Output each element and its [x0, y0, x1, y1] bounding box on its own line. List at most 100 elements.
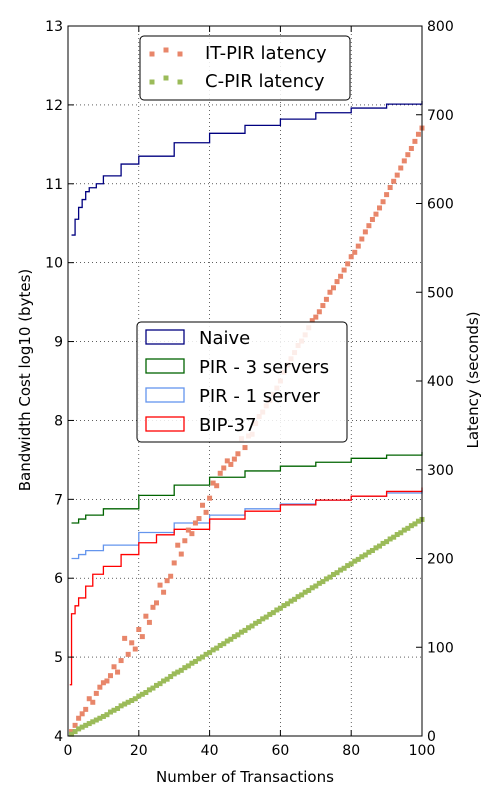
series-points-it-pir-latency [69, 125, 425, 735]
point-it-pir-latency-70 [316, 309, 322, 315]
y-tick-label-4: 8 [54, 413, 63, 429]
point-c-pir-latency-43 [221, 641, 227, 647]
point-it-pir-latency-22 [146, 619, 152, 625]
point-it-pir-latency-12 [111, 664, 117, 670]
point-it-pir-latency-78 [345, 261, 351, 267]
point-c-pir-latency-94 [401, 527, 407, 533]
point-c-pir-latency-83 [362, 552, 368, 558]
point-c-pir-latency-84 [366, 549, 372, 555]
point-c-pir-latency-20 [139, 691, 145, 697]
point-it-pir-latency-89 [384, 192, 390, 198]
legend-marker [163, 47, 169, 53]
point-it-pir-latency-69 [313, 314, 319, 320]
point-c-pir-latency-41 [214, 645, 220, 651]
y-right-tick-label-4: 400 [427, 374, 454, 390]
point-it-pir-latency-98 [415, 131, 421, 137]
point-c-pir-latency-81 [355, 556, 361, 562]
point-c-pir-latency-61 [284, 601, 290, 607]
x-tick-label-0: 0 [64, 743, 73, 759]
point-c-pir-latency-16 [125, 699, 131, 705]
point-it-pir-latency-81 [355, 243, 361, 249]
point-it-pir-latency-79 [348, 254, 354, 260]
point-it-pir-latency-43 [221, 465, 227, 471]
point-it-pir-latency-15 [122, 635, 128, 641]
point-c-pir-latency-58 [274, 607, 280, 613]
point-it-pir-latency-74 [331, 285, 336, 291]
point-it-pir-latency-49 [242, 445, 248, 451]
point-c-pir-latency-87 [377, 543, 383, 549]
point-it-pir-latency-35 [192, 520, 198, 526]
point-c-pir-latency-34 [189, 660, 195, 666]
point-c-pir-latency-35 [192, 658, 198, 664]
point-c-pir-latency-1 [72, 729, 78, 735]
point-c-pir-latency-60 [281, 603, 287, 609]
point-it-pir-latency-32 [182, 538, 188, 544]
point-c-pir-latency-51 [249, 623, 255, 629]
legend-marker [149, 51, 155, 57]
point-c-pir-latency-71 [320, 579, 326, 585]
point-it-pir-latency-71 [320, 303, 326, 309]
y-tick-label-0: 4 [54, 729, 63, 745]
point-it-pir-latency-44 [224, 458, 230, 464]
point-c-pir-latency-15 [122, 701, 128, 707]
point-c-pir-latency-53 [256, 619, 262, 625]
point-it-pir-latency-21 [143, 613, 149, 619]
point-it-pir-latency-11 [107, 673, 113, 679]
point-c-pir-latency-27 [164, 676, 170, 682]
point-c-pir-latency-45 [228, 636, 234, 642]
legend-label: IT-PIR latency [205, 43, 327, 64]
point-it-pir-latency-16 [125, 651, 131, 657]
point-it-pir-latency-47 [235, 451, 241, 457]
point-it-pir-latency-45 [228, 461, 234, 467]
series-layer [69, 100, 425, 737]
point-it-pir-latency-84 [366, 223, 372, 229]
y-right-tick-label-5: 500 [427, 285, 454, 301]
point-it-pir-latency-3 [79, 711, 85, 717]
legend-label: C-PIR latency [205, 71, 325, 92]
legend-entry-bip-37: BIP-37 [145, 415, 257, 436]
point-c-pir-latency-13 [115, 705, 121, 711]
y-tick-label-8: 12 [45, 98, 63, 114]
legend-marker [177, 79, 183, 85]
point-it-pir-latency-4 [83, 706, 89, 712]
y-tick-label-3: 7 [54, 492, 63, 508]
legend-middle: Naive PIR - 3 servers PIR - 1 server BIP-37 [136, 321, 348, 443]
point-c-pir-latency-22 [146, 687, 152, 693]
point-it-pir-latency-94 [401, 158, 407, 164]
point-c-pir-latency-12 [111, 707, 117, 713]
y-right-tick-label-6: 600 [427, 197, 454, 213]
point-c-pir-latency-72 [323, 576, 329, 582]
point-it-pir-latency-80 [352, 249, 358, 255]
point-it-pir-latency-18 [132, 646, 138, 652]
point-c-pir-latency-32 [182, 665, 188, 671]
point-c-pir-latency-10 [104, 712, 110, 718]
legend-entry-c-pir-latency: C-PIR latency [149, 71, 325, 92]
point-c-pir-latency-29 [171, 671, 177, 677]
point-it-pir-latency-24 [154, 600, 159, 606]
point-c-pir-latency-65 [299, 592, 305, 598]
point-c-pir-latency-52 [253, 620, 259, 626]
point-c-pir-latency-4 [83, 722, 89, 728]
point-it-pir-latency-13 [115, 669, 121, 675]
point-it-pir-latency-40 [210, 480, 216, 486]
point-it-pir-latency-19 [136, 627, 142, 632]
point-it-pir-latency-95 [405, 152, 411, 158]
point-it-pir-latency-76 [338, 273, 344, 279]
point-c-pir-latency-96 [408, 523, 414, 529]
point-it-pir-latency-25 [157, 582, 163, 588]
point-it-pir-latency-26 [161, 589, 167, 595]
point-it-pir-latency-77 [341, 267, 347, 273]
legend-label: PIR - 1 server [199, 386, 320, 407]
point-it-pir-latency-28 [168, 573, 174, 579]
point-c-pir-latency-91 [391, 534, 397, 540]
point-c-pir-latency-77 [341, 565, 347, 571]
point-it-pir-latency-83 [362, 229, 368, 235]
point-c-pir-latency-24 [154, 682, 159, 688]
point-c-pir-latency-62 [288, 598, 294, 604]
y-right-tick-label-2: 200 [427, 552, 454, 568]
point-c-pir-latency-69 [313, 583, 319, 589]
y-tick-label-5: 9 [54, 335, 63, 351]
point-it-pir-latency-0 [69, 729, 75, 735]
y-right-tick-label-8: 800 [427, 19, 454, 35]
point-it-pir-latency-27 [164, 578, 170, 584]
